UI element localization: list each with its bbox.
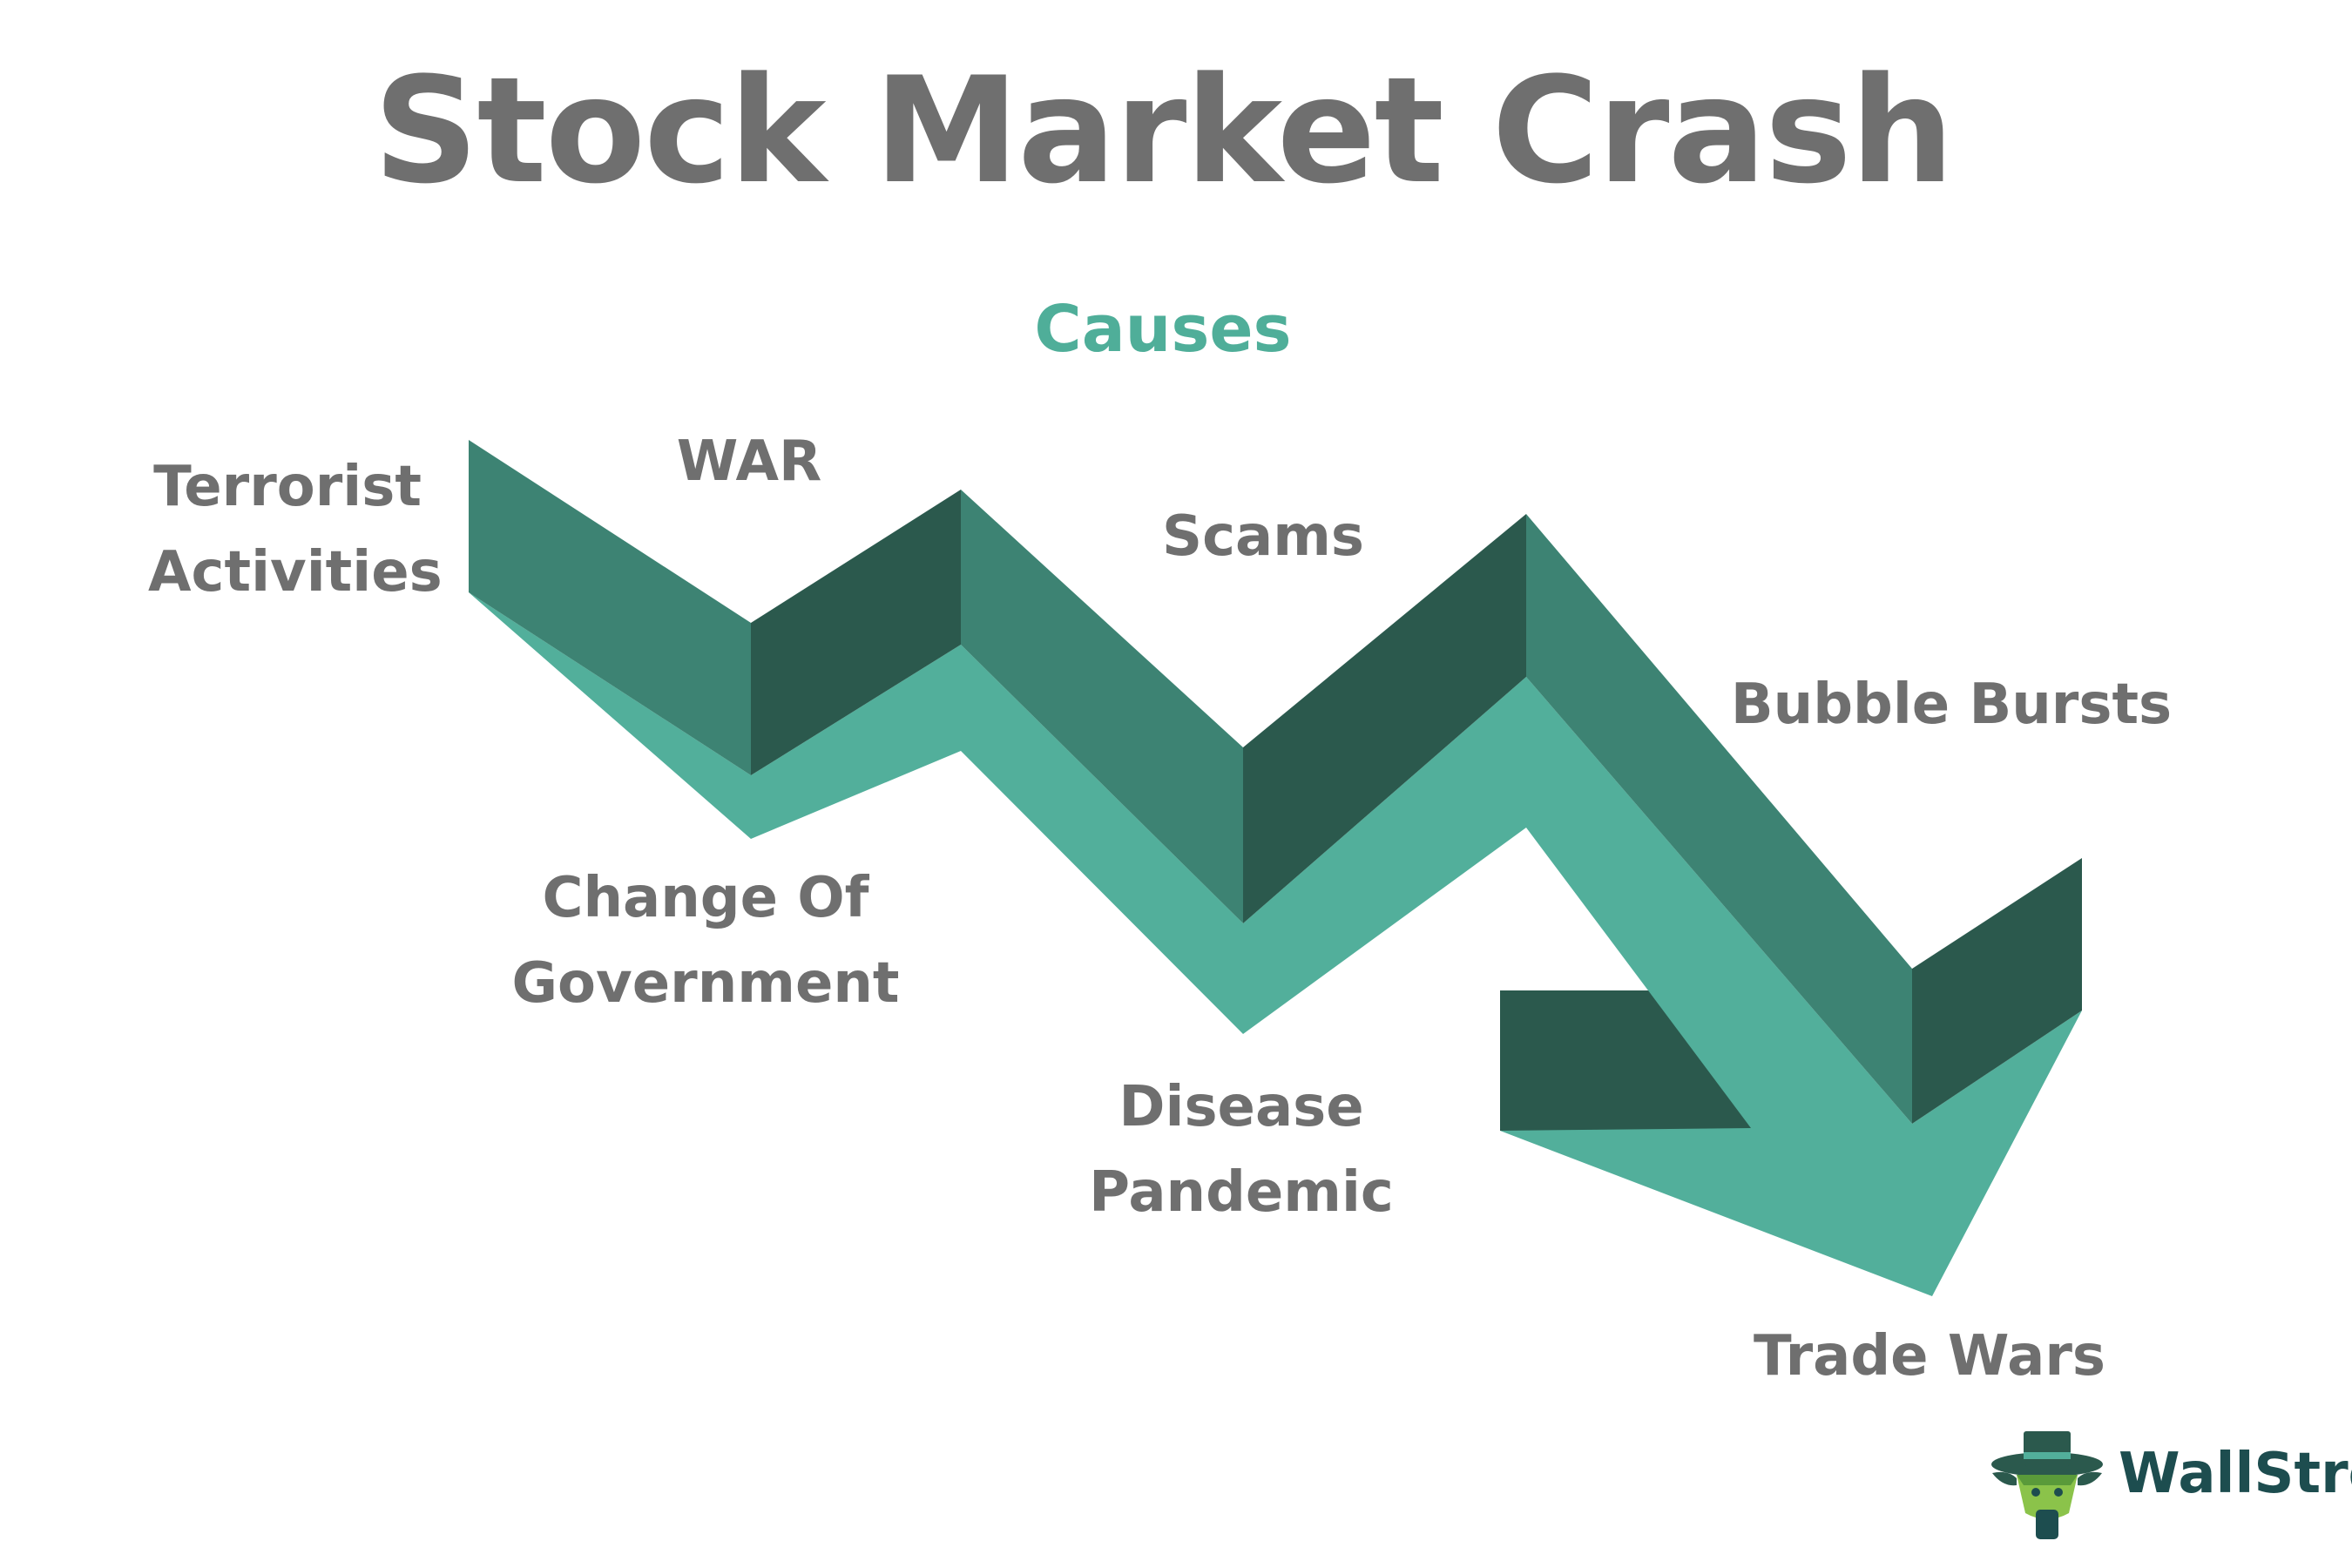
arrow-top-face-5 bbox=[1526, 514, 1912, 1124]
brand-name: WallStre bbox=[2119, 1442, 2352, 1506]
cause-label-line: Bubble Bursts bbox=[1730, 672, 2173, 737]
cause-label-line: Activities bbox=[148, 540, 443, 605]
arrow-top-face-4 bbox=[1243, 514, 1526, 923]
diagram-title: Stock Market Crash bbox=[373, 45, 1955, 216]
cause-terrorist-activities: Terrorist Activities bbox=[148, 444, 443, 615]
arrow-top-face-1 bbox=[469, 440, 751, 775]
cause-label-line: Terrorist bbox=[153, 455, 422, 519]
cause-label-line: Trade Wars bbox=[1753, 1324, 2106, 1389]
arrow-top-face-3 bbox=[961, 490, 1243, 923]
cause-change-of-government: Change Of Government bbox=[488, 855, 923, 1026]
arrow-top-face-6 bbox=[1912, 858, 2082, 1124]
arrow-barb bbox=[1500, 990, 1751, 1131]
arrow-top-face-2 bbox=[751, 490, 961, 775]
cause-bubble-bursts: Bubble Bursts bbox=[1725, 662, 2178, 747]
cause-label-line: WAR bbox=[676, 429, 822, 494]
cause-label-line: Change Of bbox=[542, 866, 869, 930]
cause-label-line: Government bbox=[511, 951, 900, 1016]
cause-label-line: Scams bbox=[1162, 504, 1364, 569]
diagram-subtitle: Causes bbox=[1034, 292, 1292, 367]
cause-label-line: Pandemic bbox=[1089, 1160, 1394, 1225]
cause-scams: Scams bbox=[1124, 494, 1402, 579]
cause-trade-wars: Trade Wars bbox=[1734, 1314, 2126, 1399]
cause-label-line: Disease bbox=[1119, 1075, 1364, 1139]
brand-logo-icon bbox=[1991, 1431, 2103, 1539]
cause-disease-pandemic: Disease Pandemic bbox=[1067, 1064, 1416, 1235]
cause-war: WAR bbox=[610, 419, 889, 504]
